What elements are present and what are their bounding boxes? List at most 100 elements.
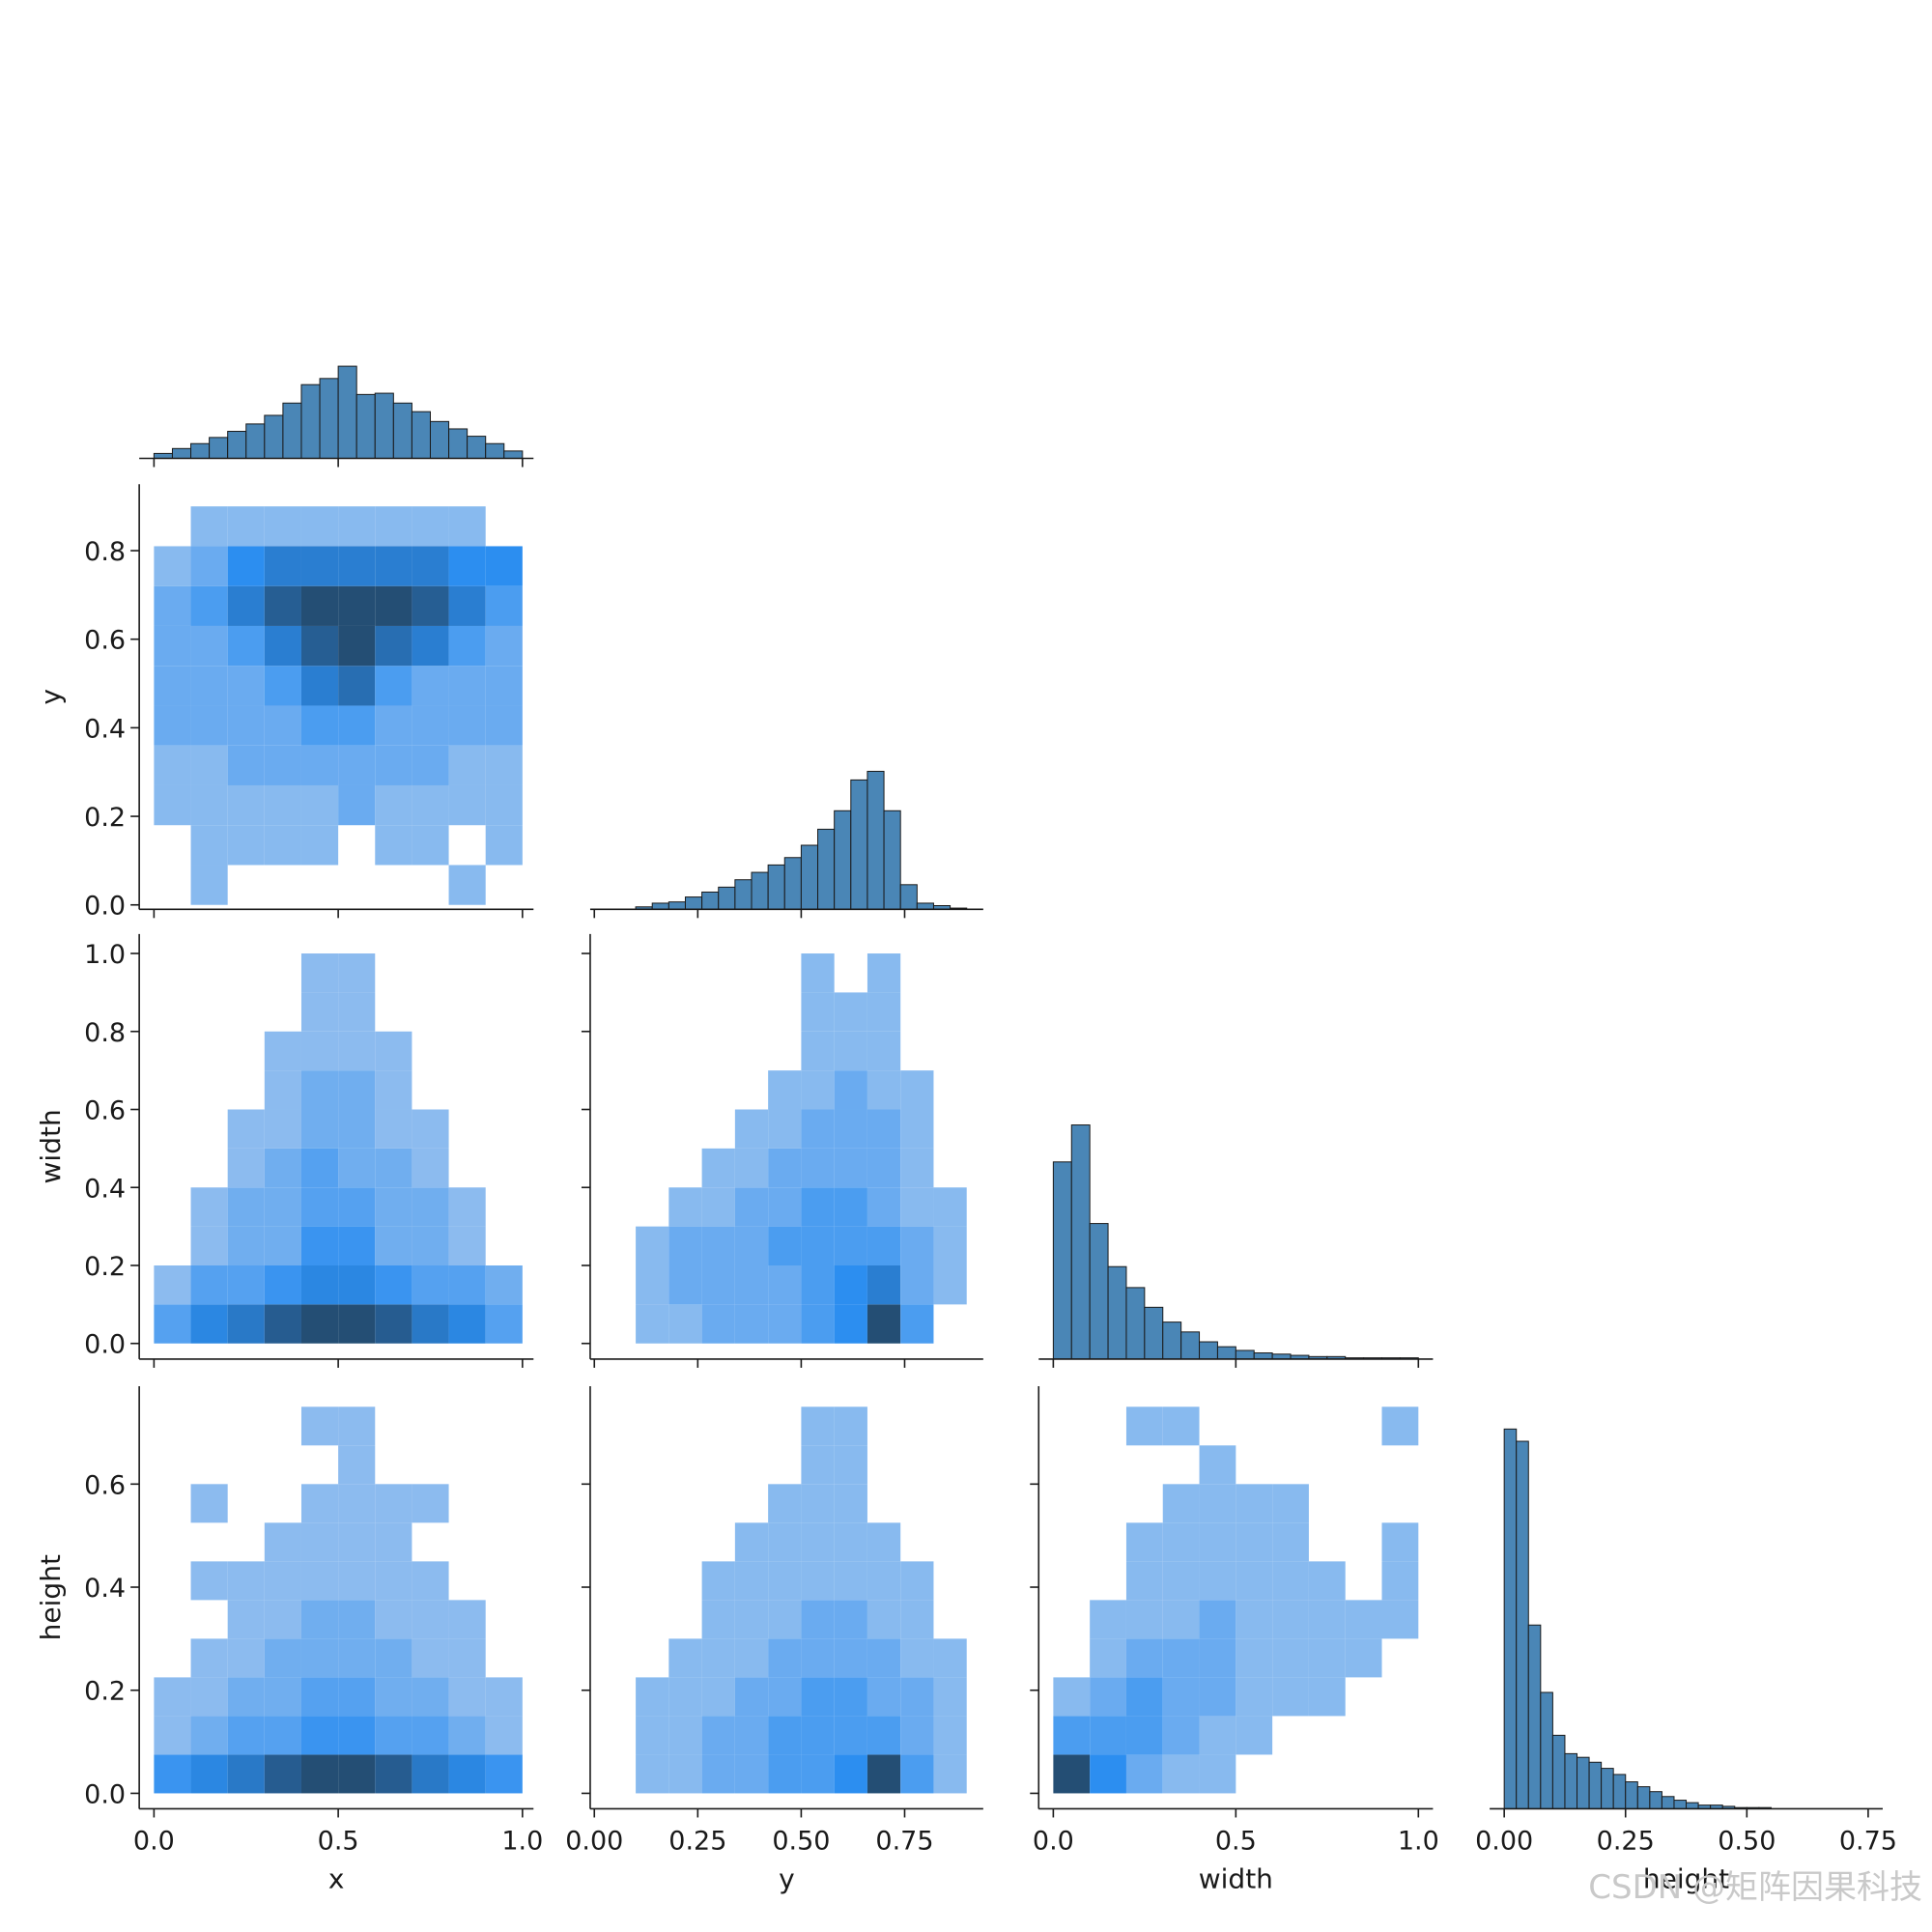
bar <box>1144 1306 1164 1360</box>
bar <box>1588 1761 1603 1809</box>
heat-cell <box>300 745 339 785</box>
heat-cell <box>636 1716 669 1755</box>
heat-cell <box>900 1264 934 1305</box>
heat-cell <box>412 745 449 785</box>
bar <box>899 884 918 910</box>
heat-cell <box>300 1187 339 1227</box>
heat-cell <box>375 1716 412 1755</box>
heat-cell <box>300 1716 339 1755</box>
heat-cell <box>1308 1561 1346 1601</box>
bar <box>374 392 394 459</box>
bar <box>767 864 785 910</box>
heat-cell <box>867 1561 901 1601</box>
bar <box>467 436 487 459</box>
heat-cell <box>701 1561 735 1601</box>
y-tick-label: 0.8 <box>84 537 126 567</box>
heat-cell <box>300 1406 339 1446</box>
heat-cell <box>1125 1716 1163 1755</box>
bar <box>1540 1691 1553 1809</box>
heat-cell <box>300 705 339 746</box>
heat-cell <box>338 1031 376 1071</box>
heat-cell <box>338 1109 376 1149</box>
heat-cell <box>1125 1522 1163 1562</box>
heat-cell <box>900 1677 934 1717</box>
bar <box>850 779 868 910</box>
heat-cell <box>375 1148 412 1188</box>
heat-cell <box>1125 1638 1163 1678</box>
heat-cell <box>867 1070 901 1110</box>
heat-cell <box>900 1070 934 1110</box>
bar <box>448 428 469 459</box>
heat-cell <box>448 1264 486 1305</box>
heat-cell <box>485 1754 523 1794</box>
heat-cell <box>264 1070 301 1110</box>
heat-cell <box>154 784 191 826</box>
heat-cell <box>1053 1716 1091 1755</box>
heat-cell <box>264 1754 301 1794</box>
y-tick-label: 0.0 <box>84 1330 126 1360</box>
bar <box>1661 1796 1675 1809</box>
heat-cell <box>933 1187 967 1227</box>
heat-cell <box>734 1148 769 1188</box>
heat-cell <box>1236 1522 1273 1562</box>
y-axis-label: width <box>35 1109 67 1183</box>
heat-cell <box>801 1264 835 1305</box>
bar <box>1089 1223 1109 1360</box>
heat-cell <box>867 992 901 1032</box>
heat-cell <box>300 784 339 826</box>
heat-cell <box>264 784 301 826</box>
heat-cell <box>190 506 228 547</box>
heat-cell <box>338 1600 376 1639</box>
bar <box>1601 1768 1614 1809</box>
heat-cell <box>375 705 412 746</box>
heat-cell <box>701 1716 735 1755</box>
heat-cell <box>834 1484 867 1523</box>
heat-cell <box>701 1677 735 1717</box>
heat-cell <box>338 1070 376 1110</box>
heat-cell <box>227 1226 265 1265</box>
heat-cell <box>734 1754 769 1794</box>
y-tick-label: 0.2 <box>84 1252 126 1282</box>
heat-cell <box>264 1031 301 1071</box>
heat-cell <box>190 1716 228 1755</box>
y-tick-label: 0.4 <box>84 1174 126 1204</box>
heat-cell <box>190 1561 228 1601</box>
y-tick-label: 0.6 <box>84 1096 126 1126</box>
heat-cell <box>933 1754 967 1794</box>
heat-cell <box>900 1561 934 1601</box>
heat-cell <box>768 1484 802 1523</box>
x-tick-label: 0.5 <box>1215 1826 1257 1856</box>
heat-cell <box>768 1677 802 1717</box>
heat-cell <box>1272 1600 1309 1639</box>
bar <box>392 402 412 459</box>
heat-cell <box>448 1187 486 1227</box>
heat-cell <box>227 1716 265 1755</box>
heat-cell <box>867 953 901 993</box>
bar <box>411 411 431 459</box>
bar <box>337 365 357 459</box>
heat-cell <box>264 705 301 746</box>
bar <box>1551 1734 1566 1809</box>
heat-cell <box>1125 1600 1163 1639</box>
heat-cell <box>300 585 339 626</box>
heat-cell <box>190 625 228 667</box>
heat-cell <box>448 1677 486 1717</box>
heat-cell <box>1199 1638 1236 1678</box>
heat-cell <box>227 705 265 746</box>
heat-cell <box>485 1716 523 1755</box>
heat-cell <box>375 1600 412 1639</box>
heat-cell <box>338 1677 376 1717</box>
y-tick-label: 0.8 <box>84 1018 126 1048</box>
heat-cell <box>801 1677 835 1717</box>
heat-cell <box>338 1522 376 1562</box>
heat-cell <box>1053 1754 1091 1794</box>
heat-cell <box>338 1304 376 1344</box>
heat-cell <box>375 1226 412 1265</box>
heat-cell <box>264 625 301 667</box>
heat-cell <box>190 1677 228 1717</box>
bar <box>429 420 450 459</box>
heat-cell <box>1162 1484 1200 1523</box>
heat-cell <box>834 1031 867 1071</box>
heat-cell <box>636 1226 669 1265</box>
heat-cell <box>264 1561 301 1601</box>
